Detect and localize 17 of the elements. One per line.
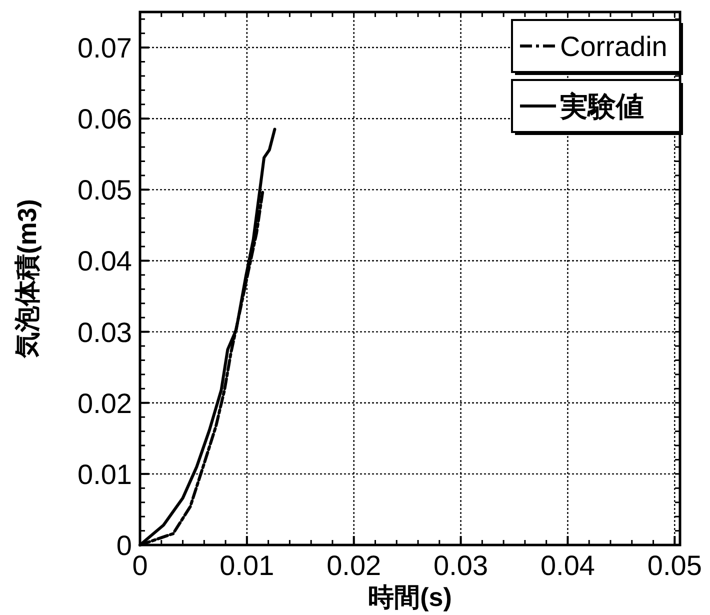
x-tick-label: 0.03 bbox=[434, 550, 488, 581]
y-tick-label: 0.06 bbox=[78, 104, 132, 135]
x-tick-label: 0.04 bbox=[540, 550, 595, 581]
x-axis-title: 時間(s) bbox=[368, 582, 452, 612]
x-tick-label: 0.01 bbox=[220, 550, 274, 581]
y-tick-label: 0.03 bbox=[78, 316, 132, 348]
x-tick-label: 0.02 bbox=[326, 550, 382, 581]
legend-label: Corradin bbox=[560, 31, 668, 62]
y-axis-title: 気泡体積(m3) bbox=[12, 199, 42, 359]
y-tick-label: 0.04 bbox=[78, 246, 132, 277]
y-tick-label: 0.07 bbox=[78, 32, 132, 64]
y-tick-label: 0.05 bbox=[78, 174, 132, 206]
y-tick-label: 0 bbox=[116, 530, 132, 561]
y-tick-label: 0.01 bbox=[78, 458, 132, 490]
legend-label: 実験値 bbox=[559, 91, 644, 122]
x-tick-label: 0.05 bbox=[647, 550, 702, 581]
y-tick-label: 0.02 bbox=[78, 388, 132, 419]
